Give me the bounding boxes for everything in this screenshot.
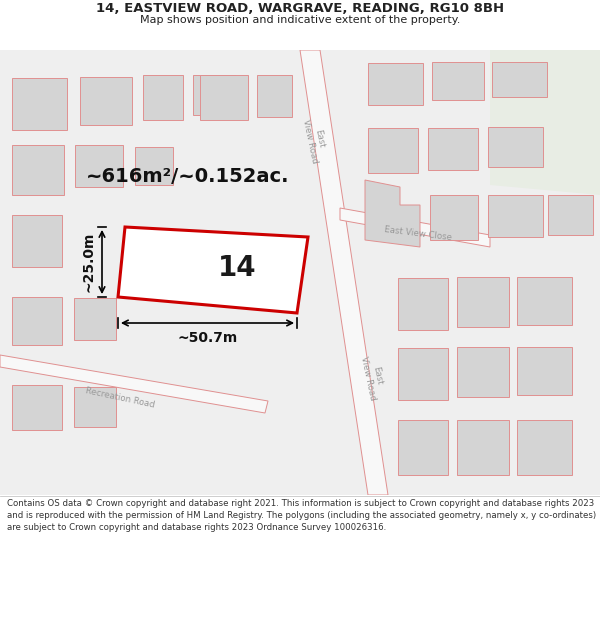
Bar <box>398 420 448 475</box>
Bar <box>457 277 509 327</box>
Polygon shape <box>300 50 388 495</box>
Bar <box>12 215 62 267</box>
Text: Contains OS data © Crown copyright and database right 2021. This information is : Contains OS data © Crown copyright and d… <box>7 499 596 531</box>
Polygon shape <box>0 355 268 413</box>
Bar <box>457 347 509 397</box>
Polygon shape <box>118 227 308 313</box>
Text: ~25.0m: ~25.0m <box>82 232 96 292</box>
Bar <box>488 127 543 167</box>
Polygon shape <box>340 208 490 247</box>
Bar <box>398 348 448 400</box>
Text: 14: 14 <box>218 254 256 282</box>
Bar <box>517 277 572 325</box>
Bar <box>74 298 116 340</box>
Bar <box>488 195 543 237</box>
Bar <box>12 297 62 345</box>
Polygon shape <box>490 50 600 195</box>
Bar <box>398 278 448 330</box>
Text: East
View Road: East View Road <box>359 353 387 401</box>
Bar <box>430 195 478 240</box>
Bar <box>143 75 183 120</box>
Bar <box>80 77 132 125</box>
Bar <box>432 62 484 100</box>
Bar <box>457 420 509 475</box>
Bar <box>12 78 67 130</box>
Text: ~616m²/~0.152ac.: ~616m²/~0.152ac. <box>86 168 290 186</box>
Bar <box>257 75 292 117</box>
Text: Map shows position and indicative extent of the property.: Map shows position and indicative extent… <box>140 15 460 25</box>
Text: East View Close: East View Close <box>384 226 452 242</box>
Bar <box>368 128 418 173</box>
Bar <box>193 75 235 115</box>
Bar <box>200 75 248 120</box>
Bar <box>548 195 593 235</box>
Bar <box>12 145 64 195</box>
Bar <box>428 128 478 170</box>
Bar <box>12 385 62 430</box>
Bar <box>368 63 423 105</box>
Text: Recreation Road: Recreation Road <box>85 386 155 410</box>
Text: ~50.7m: ~50.7m <box>178 331 238 345</box>
Bar <box>75 145 123 187</box>
Bar <box>517 420 572 475</box>
Bar <box>517 347 572 395</box>
Bar <box>135 147 173 185</box>
Bar <box>74 387 116 427</box>
Bar <box>492 62 547 97</box>
Text: East
View Road: East View Road <box>301 116 329 164</box>
Polygon shape <box>365 180 420 247</box>
Text: 14, EASTVIEW ROAD, WARGRAVE, READING, RG10 8BH: 14, EASTVIEW ROAD, WARGRAVE, READING, RG… <box>96 2 504 16</box>
